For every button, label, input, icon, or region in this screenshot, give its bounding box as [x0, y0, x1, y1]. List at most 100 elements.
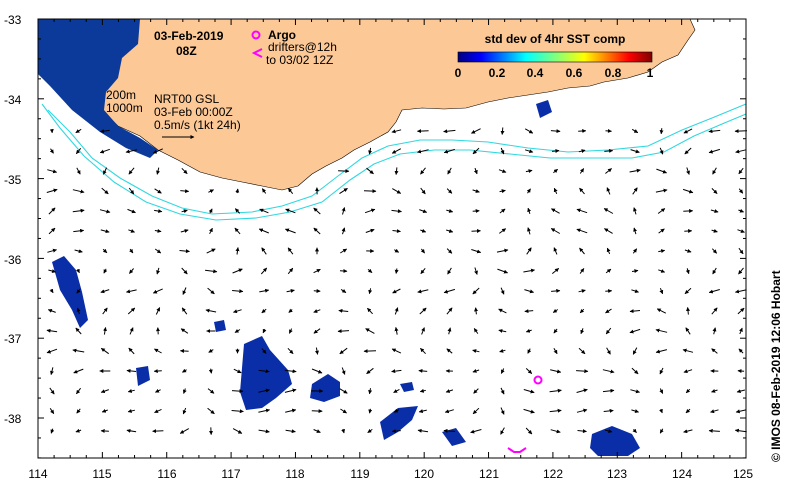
current-vector	[284, 369, 297, 374]
current-vector	[315, 347, 319, 355]
lon-tick-label: 125	[733, 467, 753, 481]
current-vector	[128, 187, 135, 195]
current-vector	[181, 209, 188, 214]
current-vector	[100, 229, 110, 234]
current-vector	[577, 429, 587, 434]
current-vector	[632, 428, 637, 433]
current-vector	[206, 248, 216, 254]
current-vector	[391, 129, 402, 134]
current-vector	[685, 408, 691, 414]
current-vector	[737, 307, 745, 315]
current-vector	[235, 188, 240, 194]
current-vector	[549, 388, 562, 393]
current-vector	[49, 387, 55, 395]
current-vector	[341, 207, 346, 215]
current-vector	[258, 369, 270, 374]
current-vector	[576, 369, 589, 374]
current-vector	[180, 328, 189, 334]
current-vector	[313, 207, 321, 215]
current-vector	[205, 269, 218, 274]
current-vector	[446, 307, 453, 315]
current-vector	[472, 368, 480, 373]
current-vector	[418, 368, 428, 373]
current-vector	[472, 349, 480, 353]
current-vector	[602, 388, 615, 393]
current-vector	[683, 369, 693, 374]
current-vector	[126, 289, 137, 294]
current-vector	[261, 348, 267, 354]
current-vector	[259, 288, 270, 293]
current-vector	[208, 208, 213, 214]
current-vector	[233, 309, 242, 314]
current-vector	[417, 149, 429, 154]
current-vector	[738, 167, 744, 175]
current-vector	[604, 429, 613, 433]
current-vector	[368, 408, 373, 414]
current-vector	[578, 347, 586, 355]
current-vector	[155, 388, 161, 393]
current-vector	[181, 307, 188, 315]
current-vector	[394, 268, 399, 274]
current-vector	[341, 428, 346, 434]
current-vector	[473, 328, 479, 334]
current-vector	[100, 347, 109, 355]
current-vector	[606, 347, 611, 355]
current-vector	[393, 408, 400, 413]
current-vector	[180, 189, 190, 194]
current-vector	[420, 167, 426, 175]
current-vector	[708, 148, 721, 154]
current-vector	[525, 328, 532, 333]
current-vector	[605, 168, 612, 174]
current-vector	[261, 247, 267, 255]
current-vector	[710, 409, 719, 414]
current-vector	[313, 268, 321, 274]
lon-tick-label: 124	[672, 467, 692, 481]
current-vector	[684, 287, 692, 295]
lon-tick-label: 118	[285, 467, 304, 481]
current-vector	[553, 168, 558, 174]
current-vector	[471, 128, 481, 134]
current-vector	[655, 328, 668, 333]
current-vector	[683, 429, 693, 434]
current-vector	[419, 307, 427, 315]
current-vector	[76, 408, 81, 414]
current-vector	[443, 428, 456, 433]
current-vector	[632, 347, 638, 355]
current-vector	[739, 327, 743, 335]
current-vector	[659, 388, 664, 394]
current-vector	[682, 188, 694, 194]
lat-tick-label: -33	[4, 13, 22, 27]
current-vector	[156, 267, 161, 275]
current-vector	[75, 147, 82, 155]
current-vector	[235, 247, 240, 255]
current-vector	[100, 129, 110, 134]
current-vector	[576, 228, 588, 234]
current-vector	[472, 407, 480, 415]
current-vector	[553, 187, 558, 194]
current-vector	[710, 209, 719, 213]
current-vector	[500, 427, 505, 435]
current-vector	[631, 128, 639, 134]
current-vector	[497, 268, 508, 274]
current-vector	[712, 267, 717, 275]
current-vector	[102, 167, 108, 175]
current-vector	[576, 388, 588, 393]
current-vector	[686, 167, 690, 175]
current-vector	[656, 308, 667, 314]
current-vector	[100, 289, 110, 294]
current-vector	[498, 228, 507, 234]
current-vector	[711, 348, 718, 354]
current-vector	[231, 389, 244, 394]
current-vector	[100, 389, 109, 394]
current-vector	[127, 307, 136, 315]
current-vector	[659, 408, 663, 414]
current-vector	[340, 408, 347, 414]
current-vector	[128, 229, 135, 233]
lat-tick-label: -35	[4, 173, 22, 187]
current-vector	[738, 188, 744, 194]
current-vector	[420, 228, 427, 233]
argo-legend-icon	[251, 30, 261, 40]
current-vector	[205, 308, 217, 313]
current-vector	[103, 327, 107, 335]
current-vector	[258, 388, 270, 393]
